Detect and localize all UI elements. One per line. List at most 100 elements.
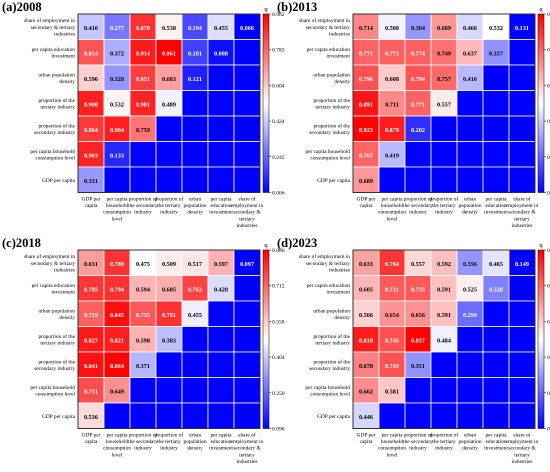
heatmap-cell-empty [181,351,209,378]
cell-value-label: 0.745 [385,337,399,344]
cell-value-label: 0.633 [359,261,373,268]
col-tick-label: urban population density [458,433,481,452]
cell-value-label: 0.656 [411,312,425,319]
cell-value-label: 0.066 [240,25,254,32]
heatmap-cell-empty [456,115,484,142]
cell-value-label: 0.598 [136,337,150,344]
heatmap-cell [155,90,183,117]
heatmap-cell-empty [207,402,235,429]
row-tick-label: per capita education investment [32,47,76,60]
cell-value-label: 0.714 [359,25,373,32]
heatmap-cell-empty [378,166,406,193]
col-tick-label: per capita household consumption level [103,433,131,459]
cell-value-label: 0.357 [489,50,503,57]
cell-value-label: 0.372 [110,50,124,57]
col-tick-label: proportion of the secondary industry [403,196,433,216]
cell-value-label: 0.774 [411,50,425,57]
heatmap-cell [103,13,131,40]
heatmap-cell [352,326,380,353]
heatmap-cell-empty [181,115,209,142]
row-tick-label: urban population density [38,308,75,321]
heatmap-cell-empty [482,402,510,429]
heatmap-cell-empty [233,90,261,117]
heatmap-cell [129,275,157,302]
heatmap-cell [378,275,406,302]
heatmap-cell [103,351,131,378]
col-tick-label: per capita education investment [484,197,508,216]
cell-value-label: 0.791 [162,312,176,319]
row-tick-label: per capita education investment [307,47,351,60]
heatmap-cell [378,64,406,91]
heatmap-cell-empty [233,64,261,91]
colorbar-tick-label: 0.783 [272,48,285,54]
heatmap-cell [430,39,458,66]
heatmap-cell-empty [233,115,261,142]
heatmap-panel-3: (c)2018 0.631 0.789 0.475 0.509 0.517 0.597 0.0… [2,236,285,465]
row-tick-label: per capita household consumption level [305,149,350,162]
heatmap-cell-empty [508,275,536,302]
heatmap-cell [456,13,484,40]
col-tick-label: per capita education investment [484,433,508,452]
cell-value-label: 0.878 [136,25,150,32]
cell-value-label: 0.097 [240,261,254,268]
cell-value-label: 0.538 [162,25,176,32]
row-tick-label: urban population density [313,72,350,85]
heatmap-cell-empty [129,166,157,193]
heatmap-cell-empty [508,300,536,327]
col-tick-label: GDP per capita [82,433,101,446]
heatmap-cell [404,275,432,302]
col-tick-label: proportion of the secondary industry [403,432,433,452]
heatmap-cell [207,13,235,40]
colorbar [537,249,545,429]
col-tick-label: share of employment in secondary & tertiary… [231,196,264,229]
cell-value-label: 0.419 [385,152,399,159]
cell-value-label: 0.328 [489,286,503,293]
cell-value-label: 0.455 [214,25,228,32]
cell-value-label: 0.194 [188,25,202,32]
heatmap-cell [352,39,380,66]
heatmap-cell-empty [155,402,183,429]
cell-value-label: 0.351 [411,363,425,370]
cell-value-label: 0.903 [84,152,98,159]
panel-title: (c)2018 [2,236,41,250]
heatmap-cell-empty [378,402,406,429]
heatmap-cell-empty [482,351,510,378]
heatmap-cell-empty [207,300,235,327]
cell-value-label: 0.416 [84,25,98,32]
cell-value-label: 0.864 [84,127,98,134]
heatmap-cell [129,300,157,327]
heatmap-cell [352,64,380,91]
heatmap-cell [207,249,235,276]
cell-value-label: 0.785 [84,286,98,293]
cell-value-label: 0.879 [385,127,399,134]
heatmap-cell-empty [207,377,235,404]
cell-value-label: 0.845 [110,312,124,319]
heatmap-cell [155,64,183,91]
colorbar-tick-label: 0.245 [272,155,285,161]
cell-value-label: 0.733 [411,286,425,293]
colorbar-tick-label: 0.866 [272,248,285,254]
row-tick-label: urban population density [38,72,75,85]
cell-value-label: 0.818 [359,337,373,344]
cell-value-label: 0.484 [437,337,451,344]
heatmap-cell [103,300,131,327]
heatmap-cell-empty [155,141,183,168]
heatmap-cell [456,275,484,302]
heatmap-cell-empty [430,115,458,142]
row-tick-label: proportion of the secondary industry [34,358,75,372]
row-tick-label: proportion of the tertiary industry [313,97,350,111]
heatmap-cell [352,90,380,117]
col-tick-label: share of employment in secondary & tertiary… [506,196,539,229]
cell-value-label: 0.455 [188,312,202,319]
row-tick-label: per capita education investment [307,283,351,296]
cell-value-label: 0.592 [437,261,451,268]
heatmap-cell-empty [456,90,484,117]
heatmap-cell-empty [207,166,235,193]
heatmap-cell-empty [430,402,458,429]
cell-value-label: 0.759 [136,127,150,134]
cell-value-label: 0.864 [110,363,124,370]
cell-value-label: 0.371 [136,363,150,370]
cell-value-label: 0.328 [110,76,124,83]
heatmap-cell-empty [508,39,536,66]
